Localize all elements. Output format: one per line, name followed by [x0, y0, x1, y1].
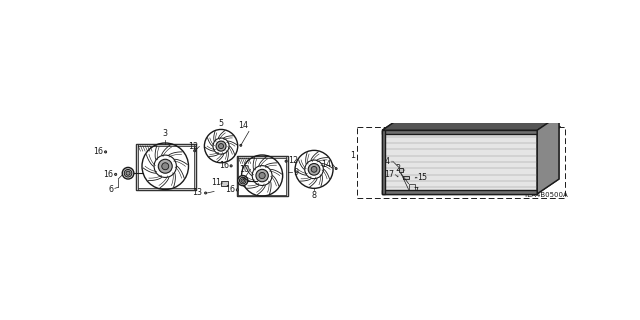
Text: 16: 16	[103, 170, 113, 179]
Circle shape	[218, 144, 223, 148]
Circle shape	[239, 177, 246, 184]
Text: 13: 13	[191, 188, 202, 197]
Bar	[399, 168, 403, 172]
Text: 10: 10	[239, 165, 249, 174]
Circle shape	[126, 171, 130, 175]
Circle shape	[397, 175, 399, 177]
Text: 17: 17	[384, 170, 394, 179]
Text: 4: 4	[385, 157, 390, 166]
Circle shape	[311, 166, 317, 172]
Polygon shape	[537, 116, 559, 194]
Circle shape	[241, 179, 244, 182]
Bar	[136, 144, 196, 190]
Bar	[195, 144, 196, 190]
Text: 6: 6	[108, 185, 113, 194]
Bar	[221, 181, 228, 186]
Polygon shape	[537, 116, 559, 194]
Bar	[237, 156, 288, 196]
Bar	[237, 195, 288, 196]
Circle shape	[104, 151, 107, 153]
Circle shape	[387, 131, 390, 133]
Bar	[403, 176, 408, 179]
Circle shape	[497, 190, 499, 193]
Circle shape	[285, 160, 287, 162]
Text: 2: 2	[396, 164, 401, 173]
Text: 5: 5	[218, 118, 223, 127]
Text: TLA4B0500A: TLA4B0500A	[524, 192, 568, 198]
Bar	[358, 127, 565, 198]
Polygon shape	[382, 116, 559, 130]
Text: 14: 14	[237, 121, 248, 130]
Bar	[382, 190, 537, 194]
Text: 16: 16	[93, 147, 103, 156]
Bar	[237, 156, 288, 158]
Text: 9: 9	[293, 168, 298, 177]
Text: 16: 16	[225, 185, 235, 194]
Circle shape	[256, 169, 268, 182]
Bar	[286, 156, 288, 196]
Text: 11: 11	[211, 179, 221, 188]
Circle shape	[450, 190, 452, 193]
Bar	[382, 130, 385, 194]
Circle shape	[237, 176, 248, 186]
Text: 12: 12	[188, 142, 198, 151]
Circle shape	[308, 164, 320, 175]
Bar	[408, 184, 415, 189]
Bar	[237, 156, 239, 196]
Polygon shape	[382, 130, 537, 194]
Circle shape	[240, 144, 242, 146]
Circle shape	[205, 192, 207, 194]
Circle shape	[230, 165, 232, 167]
Circle shape	[124, 170, 132, 177]
Circle shape	[216, 141, 226, 151]
Circle shape	[194, 150, 196, 152]
Circle shape	[115, 173, 116, 175]
Text: FR.: FR.	[521, 124, 539, 134]
Circle shape	[162, 163, 169, 170]
Circle shape	[335, 168, 337, 170]
Bar	[382, 130, 537, 134]
Circle shape	[391, 161, 393, 163]
Circle shape	[236, 189, 239, 191]
Text: 7: 7	[413, 187, 418, 196]
Circle shape	[450, 131, 452, 133]
Circle shape	[415, 177, 417, 179]
Circle shape	[412, 131, 413, 133]
Circle shape	[122, 167, 134, 179]
Text: 12: 12	[288, 156, 298, 164]
Circle shape	[259, 172, 265, 179]
Text: 1: 1	[350, 151, 355, 160]
Bar	[136, 144, 138, 190]
Text: 15: 15	[417, 173, 428, 182]
Polygon shape	[382, 116, 559, 130]
Text: 14: 14	[321, 160, 331, 169]
Circle shape	[497, 131, 499, 133]
Text: 16: 16	[219, 161, 229, 170]
Circle shape	[403, 169, 405, 171]
Circle shape	[387, 190, 390, 193]
Bar	[136, 144, 196, 146]
Text: 8: 8	[312, 191, 317, 200]
Text: 3: 3	[163, 129, 168, 138]
Bar	[136, 188, 196, 190]
Circle shape	[158, 159, 172, 173]
